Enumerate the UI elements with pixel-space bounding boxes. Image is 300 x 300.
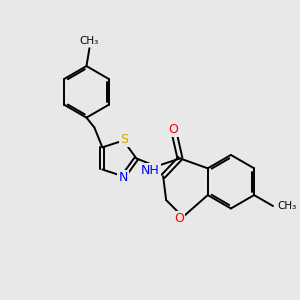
Text: CH₃: CH₃ [80, 36, 99, 46]
Text: O: O [168, 123, 178, 136]
Text: S: S [120, 133, 128, 146]
Text: CH₃: CH₃ [277, 201, 296, 211]
Text: O: O [174, 212, 184, 225]
Text: NH: NH [141, 164, 160, 177]
Text: N: N [119, 171, 128, 184]
